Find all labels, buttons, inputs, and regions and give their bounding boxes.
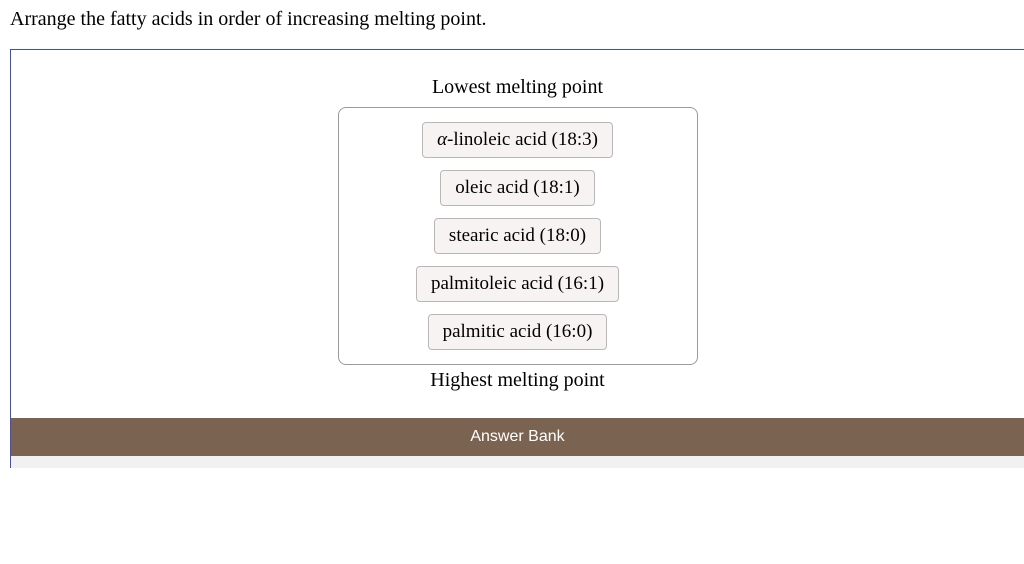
highest-label: Highest melting point <box>430 369 604 392</box>
answer-bank: Answer Bank <box>11 418 1024 468</box>
tile-label: palmitic acid (16:0) <box>443 321 593 342</box>
lowest-label: Lowest melting point <box>432 76 603 99</box>
question-prompt: Arrange the fatty acids in order of incr… <box>0 0 1024 49</box>
ranking-tile[interactable]: α-linoleic acid (18:3) <box>422 122 613 158</box>
tile-label: oleic acid (18:1) <box>455 177 580 198</box>
tile-prefix: α <box>437 129 447 150</box>
tile-label: -linoleic acid (18:3) <box>447 129 598 150</box>
ranking-tile[interactable]: palmitic acid (16:0) <box>428 314 608 350</box>
ranking-drop-zone[interactable]: α-linoleic acid (18:3) oleic acid (18:1)… <box>338 107 698 365</box>
answer-bank-title: Answer Bank <box>11 418 1024 456</box>
tile-label: stearic acid (18:0) <box>449 225 586 246</box>
ranking-tile[interactable]: oleic acid (18:1) <box>440 170 595 206</box>
tile-label: palmitoleic acid (16:1) <box>431 273 604 294</box>
ranking-tile[interactable]: palmitoleic acid (16:1) <box>416 266 619 302</box>
ranking-area: Lowest melting point α-linoleic acid (18… <box>11 72 1024 400</box>
exercise-panel: Lowest melting point α-linoleic acid (18… <box>10 49 1024 468</box>
ranking-tile[interactable]: stearic acid (18:0) <box>434 218 601 254</box>
